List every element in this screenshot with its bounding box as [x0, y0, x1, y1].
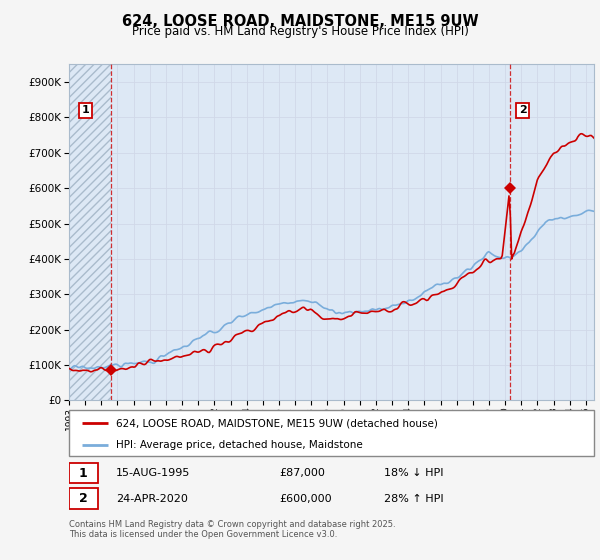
Text: Contains HM Land Registry data © Crown copyright and database right 2025.
This d: Contains HM Land Registry data © Crown c…: [69, 520, 395, 539]
Text: HPI: Average price, detached house, Maidstone: HPI: Average price, detached house, Maid…: [116, 440, 363, 450]
Text: 1: 1: [79, 466, 88, 479]
Text: 18% ↓ HPI: 18% ↓ HPI: [384, 468, 443, 478]
Text: 24-APR-2020: 24-APR-2020: [116, 493, 188, 503]
Text: 2: 2: [519, 105, 527, 115]
Text: 2: 2: [79, 492, 88, 505]
Text: Price paid vs. HM Land Registry's House Price Index (HPI): Price paid vs. HM Land Registry's House …: [131, 25, 469, 38]
Text: 28% ↑ HPI: 28% ↑ HPI: [384, 493, 443, 503]
Text: 1: 1: [81, 105, 89, 115]
Text: 624, LOOSE ROAD, MAIDSTONE, ME15 9UW (detached house): 624, LOOSE ROAD, MAIDSTONE, ME15 9UW (de…: [116, 418, 438, 428]
Bar: [69, 64, 112, 400]
Text: £87,000: £87,000: [279, 468, 325, 478]
Text: 15-AUG-1995: 15-AUG-1995: [116, 468, 191, 478]
Bar: [69, 463, 98, 483]
Bar: [69, 488, 98, 508]
Text: £600,000: £600,000: [279, 493, 332, 503]
Text: 624, LOOSE ROAD, MAIDSTONE, ME15 9UW: 624, LOOSE ROAD, MAIDSTONE, ME15 9UW: [122, 14, 478, 29]
